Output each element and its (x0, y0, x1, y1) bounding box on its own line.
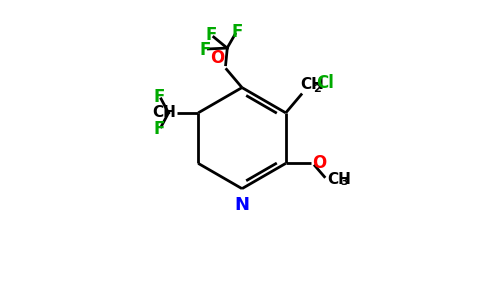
Text: F: F (153, 120, 165, 138)
Text: F: F (199, 40, 211, 58)
Text: N: N (235, 196, 249, 214)
Text: CH: CH (327, 172, 351, 187)
Text: F: F (232, 23, 243, 41)
Text: F: F (153, 88, 165, 106)
Text: O: O (210, 49, 224, 67)
Text: CH: CH (152, 105, 176, 120)
Text: Cl: Cl (317, 74, 334, 92)
Text: 3: 3 (340, 177, 348, 187)
Text: O: O (313, 154, 327, 172)
Text: F: F (205, 26, 216, 44)
Text: CH: CH (301, 77, 324, 92)
Text: 2: 2 (313, 84, 320, 94)
